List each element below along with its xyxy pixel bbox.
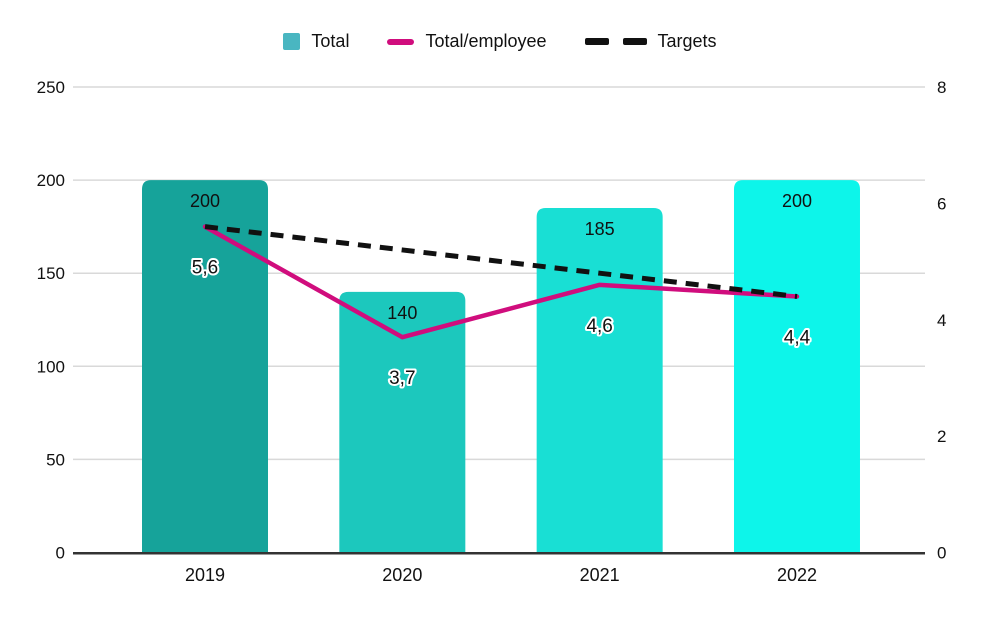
svg-text:4,6: 4,6	[586, 316, 612, 337]
svg-text:150: 150	[37, 264, 65, 283]
svg-text:3,7: 3,7	[389, 368, 415, 389]
svg-text:185: 185	[585, 219, 615, 239]
svg-text:0: 0	[937, 544, 946, 563]
chart-legend: Total Total/employee Targets	[0, 31, 1000, 52]
svg-text:6: 6	[937, 194, 946, 213]
legend-item-total: Total	[283, 31, 349, 52]
total-series-swatch-icon	[283, 33, 301, 50]
targets-series-swatch-icon	[584, 38, 647, 45]
svg-text:200: 200	[37, 171, 65, 190]
legend-item-targets: Targets	[584, 31, 717, 52]
legend-label-targets: Targets	[657, 31, 717, 51]
svg-text:50: 50	[46, 450, 65, 469]
svg-text:4: 4	[937, 311, 946, 330]
legend-item-total-employee: Total/employee	[387, 31, 547, 52]
svg-text:140: 140	[387, 303, 417, 323]
svg-text:2021: 2021	[580, 565, 620, 585]
legend-label-total-employee: Total/employee	[425, 31, 547, 51]
svg-text:2019: 2019	[185, 565, 225, 585]
svg-text:200: 200	[190, 191, 220, 211]
svg-text:2022: 2022	[777, 565, 817, 585]
svg-text:250: 250	[37, 78, 65, 97]
svg-text:2020: 2020	[382, 565, 422, 585]
svg-text:0: 0	[56, 544, 65, 563]
total-employee-series-swatch-icon	[387, 38, 415, 45]
svg-text:200: 200	[782, 191, 812, 211]
legend-label-total: Total	[311, 31, 350, 51]
svg-text:100: 100	[37, 357, 65, 376]
svg-text:4,4: 4,4	[784, 327, 811, 348]
svg-text:2: 2	[937, 427, 946, 446]
svg-text:8: 8	[937, 78, 946, 97]
svg-text:5,6: 5,6	[192, 258, 218, 279]
